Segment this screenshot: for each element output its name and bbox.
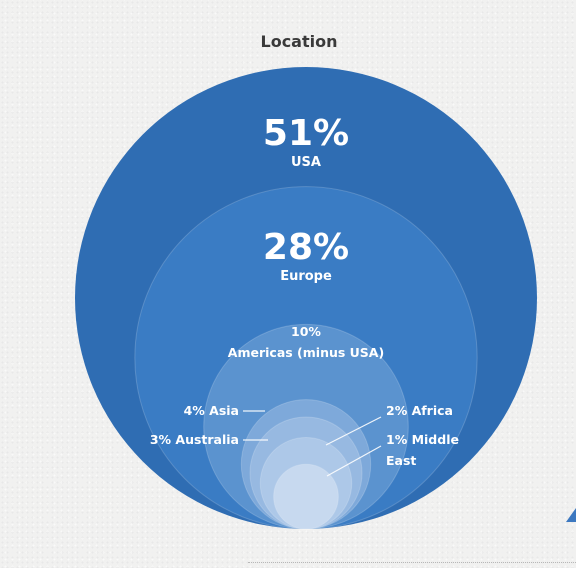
usa-name-label: USA bbox=[291, 155, 321, 170]
australia-label: 3% Australia bbox=[150, 432, 239, 447]
middle-east-leader-line bbox=[326, 445, 382, 477]
corner-triangle-decoration bbox=[566, 508, 576, 522]
middle-east-label-line1: 1% Middle bbox=[386, 432, 459, 447]
usa-percent-label: 51% bbox=[263, 113, 349, 154]
africa-leader-line bbox=[325, 416, 382, 446]
americas-name-label: Americas (minus USA) bbox=[228, 345, 384, 360]
bubble-group bbox=[75, 67, 537, 530]
europe-name-label: Europe bbox=[280, 269, 332, 284]
americas-percent-label: 10% bbox=[291, 324, 321, 339]
asia-label: 4% Asia bbox=[184, 403, 239, 418]
label-group: 51%USA 28%Europe 10% Americas (minus USA) 4%… bbox=[150, 113, 459, 477]
africa-label: 2% Africa bbox=[386, 403, 453, 418]
europe-percent-label: 28% bbox=[263, 227, 349, 268]
dotted-baseline bbox=[248, 562, 576, 563]
bubble-middle-east bbox=[273, 463, 339, 530]
middle-east-label-line2: East bbox=[386, 453, 416, 468]
chart-title: Location bbox=[261, 32, 338, 51]
